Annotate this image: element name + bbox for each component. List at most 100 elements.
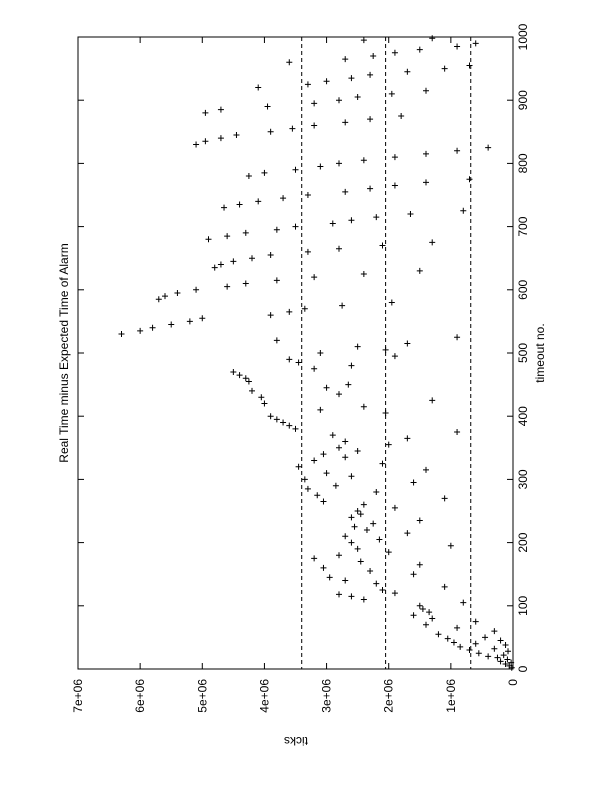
data-point [174,289,181,296]
data-point [329,432,336,439]
data-point [502,641,509,648]
data-point [348,217,355,224]
data-point [357,558,364,565]
data-point [376,536,383,543]
data-point [311,122,318,129]
data-point [450,639,457,646]
data-point [441,65,448,72]
data-point [273,226,280,233]
data-point [292,425,299,432]
data-point [348,539,355,546]
data-point [454,43,461,50]
data-point [342,577,349,584]
data-point [404,530,411,537]
data-point [221,204,228,211]
data-point [354,343,361,350]
data-point [345,381,352,388]
data-point [317,350,324,356]
data-point [162,293,168,300]
data-point [230,258,237,265]
data-point [419,605,426,612]
data-point [286,308,293,315]
data-point [382,346,389,353]
timeout-tick-label: 400 [516,406,530,426]
data-point [360,596,367,603]
data-point [348,473,355,480]
data-point [137,327,144,334]
value-tick-label: 2e+06 [382,679,396,713]
data-point [249,255,255,262]
data-point [317,163,324,170]
data-point [258,394,265,401]
data-point [367,568,374,575]
data-point [245,173,252,180]
data-point [360,271,367,277]
data-point [217,261,224,268]
data-points [118,35,515,671]
data-point [295,463,302,470]
data-point [273,337,280,344]
data-point [416,602,423,609]
timeout-tick-label: 0 [516,665,530,672]
data-point [429,239,436,246]
data-point [385,441,392,448]
data-point [454,334,461,341]
data-point [491,645,498,652]
data-point [502,660,509,667]
data-point [494,654,501,661]
data-point [342,454,349,461]
timeout-tick-label: 100 [516,595,530,615]
data-point [363,526,370,533]
data-point [423,179,429,186]
data-point [323,78,330,85]
data-point [348,514,355,521]
data-point [373,580,380,587]
data-point [168,321,175,328]
timeout-tick-label: 800 [516,153,530,173]
value-tick-label: 1e+06 [444,679,458,713]
data-point [193,286,200,293]
data-point [224,233,231,240]
data-point [249,387,255,394]
data-point [317,406,324,413]
data-point [423,466,429,473]
data-point [320,451,327,458]
data-point [351,523,358,530]
data-point [404,340,411,347]
data-point [379,460,386,467]
data-point [388,299,395,306]
data-point [301,476,308,483]
timeout-axis-ticks: 0 100 200 300 400 500 600 700 800 900 1000 [78,23,530,672]
data-point [186,318,193,325]
data-point [472,618,479,625]
data-point [211,264,218,271]
data-point [435,631,442,638]
data-point [311,100,318,107]
value-tick-label: 3e+06 [320,679,334,713]
data-point [388,90,395,97]
data-point [242,229,249,236]
data-point [292,223,299,230]
data-point [311,365,318,372]
data-point [447,542,454,549]
data-point [360,403,367,410]
data-point [370,520,377,527]
data-point [370,52,377,59]
data-point [441,583,448,590]
data-point [354,545,361,552]
data-point [311,555,318,562]
data-point [242,280,249,287]
data-point [475,650,482,657]
data-point [391,353,398,360]
data-point [255,84,262,91]
data-point [423,150,429,157]
data-point [311,274,318,281]
data-point [286,59,293,66]
data-point [426,609,433,616]
data-point [149,324,156,331]
data-point [292,166,299,173]
data-point [410,612,417,619]
data-point [379,587,386,593]
data-point [391,504,398,511]
